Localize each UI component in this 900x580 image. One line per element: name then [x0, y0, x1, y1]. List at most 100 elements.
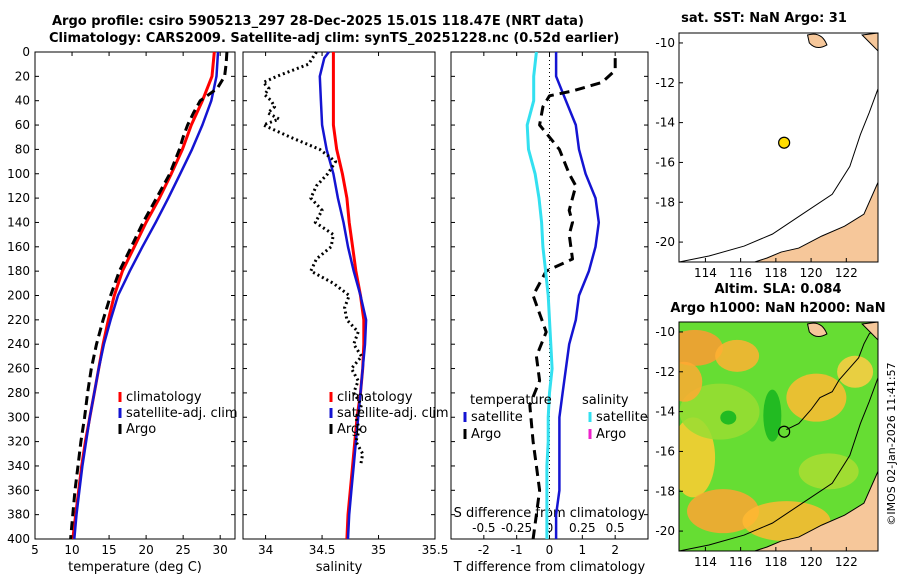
sst-map-x-tick-label: 122: [835, 266, 858, 280]
difference-x-tick-label: -2: [478, 543, 490, 557]
temperature-x-tick-label: 25: [176, 543, 191, 557]
sla-map-anomaly-patch: [786, 373, 847, 422]
sst-map-background: [679, 33, 878, 262]
imos-stamp: ©IMOS 02-Jan-2026 11:41:57: [885, 362, 898, 525]
y-tick-label: 360: [7, 483, 30, 497]
sla-map-island: [861, 322, 878, 341]
sla-map-title-2: Argo h1000: NaN h2000: NaN: [670, 301, 885, 316]
sst-map-content: [679, 33, 878, 262]
y-tick-label: 60: [15, 118, 30, 132]
difference-series-s-satellite: [525, 51, 554, 539]
y-tick-label: 80: [15, 142, 30, 156]
sla-map-anomaly-patch: [679, 329, 723, 366]
salinity-panel-frame: [242, 51, 436, 540]
figure-title-line2: Climatology: CARS2009. Satellite-adj cli…: [49, 31, 620, 46]
sst-map-x-tick-label: 120: [800, 266, 823, 280]
sla-map-island: [806, 322, 828, 337]
sst-map-title: sat. SST: NaN Argo: 31: [681, 11, 847, 26]
sla-map-land: [754, 471, 878, 551]
difference-legend-s-label: Argo: [596, 427, 626, 442]
y-tick-label: 180: [7, 264, 30, 278]
y-tick-label: 20: [15, 69, 30, 83]
difference-x2-tick-label: 0.5: [606, 521, 625, 535]
y-tick-label: 320: [7, 435, 30, 449]
salinity-series-argo: [261, 51, 365, 467]
temperature-legend-label: Argo: [126, 422, 156, 437]
sst-map-island: [861, 33, 878, 52]
sst-map-y-tick-label: -20: [655, 235, 675, 249]
sst-map-y-tick-label: -16: [655, 155, 675, 169]
sst-map-argo-marker: [778, 136, 791, 149]
difference-series-t-satellite: [554, 52, 601, 539]
sst-map-frame: [678, 32, 879, 263]
salinity-x-tick-label: 35.5: [422, 543, 449, 557]
difference-legend-s-label: satellite: [596, 410, 648, 425]
y-tick-label: 380: [7, 508, 30, 522]
difference-legend-t-label: satellite: [471, 410, 523, 425]
temperature-panel-frame: [34, 51, 236, 540]
sla-map-x-tick-label: 118: [764, 555, 787, 569]
y-tick-label: 40: [15, 94, 30, 108]
sla-map-y-tick-label: -20: [655, 524, 675, 538]
temperature-x-tick-label: 10: [64, 543, 79, 557]
sla-map-x-tick-label: 120: [800, 555, 823, 569]
salinity-x-label: salinity: [316, 560, 363, 575]
sst-map-x-tick-label: 118: [764, 266, 787, 280]
salinity-legend-label: climatology: [337, 390, 413, 405]
y-tick-label: 240: [7, 337, 30, 351]
sst-map-y-tick-label: -14: [655, 116, 675, 130]
sla-map-y-tick-label: -16: [655, 444, 675, 458]
figure-title-line1: Argo profile: csiro 5905213_297 28-Dec-2…: [52, 14, 584, 29]
sla-map-x-tick-label: 114: [694, 555, 717, 569]
sla-map-content: [679, 322, 878, 551]
sla-map-anomaly-patch: [687, 489, 760, 534]
salinity-legend-label: Argo: [337, 422, 367, 437]
sla-map-y-tick-label: -12: [655, 365, 675, 379]
sla-map-frame: [678, 321, 879, 552]
sst-map-y-tick-label: -12: [655, 76, 675, 90]
sla-map-anomaly-patch: [720, 410, 737, 425]
y-tick-label: 0: [22, 45, 30, 59]
sst-map-contour: [679, 88, 878, 262]
difference-x-tick-label: -1: [511, 543, 523, 557]
y-tick-label: 340: [7, 459, 30, 473]
sst-map-x-tick-label: 116: [729, 266, 752, 280]
temperature-legend-label: climatology: [126, 390, 202, 405]
y-tick-label: 260: [7, 362, 30, 376]
y-tick-label: 300: [7, 410, 30, 424]
temperature-legend-label: satellite-adj. clim: [126, 406, 238, 421]
salinity-x-tick-label: 35: [371, 543, 386, 557]
temperature-x-label: temperature (deg C): [68, 560, 202, 575]
temperature-x-tick-label: 30: [213, 543, 228, 557]
y-tick-label: 400: [7, 532, 30, 546]
sla-map-anomaly-patch: [715, 339, 760, 372]
salinity-x-tick-label: 34.5: [309, 543, 336, 557]
difference-x-label: T difference from climatology: [453, 560, 646, 575]
difference-legend-t-title: temperature: [470, 393, 552, 408]
salinity-legend-label: satellite-adj. clim: [337, 406, 449, 421]
sla-map-anomaly-patch: [763, 389, 782, 442]
sla-map-x-tick-label: 116: [729, 555, 752, 569]
sla-map-contour: [679, 377, 878, 551]
difference-x2-tick-label: -0.25: [501, 521, 532, 535]
difference-series-t-argo: [528, 58, 617, 540]
sla-map-anomaly-patch: [679, 361, 703, 402]
salinity-x-tick-label: 34: [258, 543, 273, 557]
temperature-series-satellite-adj-clim: [73, 51, 220, 540]
y-tick-label: 280: [7, 386, 30, 400]
sla-map-argo-marker: [778, 425, 791, 438]
sst-map-y-tick-label: -10: [655, 36, 675, 50]
sla-map-y-tick-label: -14: [655, 405, 675, 419]
difference-x2-tick-label: -0.5: [472, 521, 495, 535]
sla-map-anomaly-patch: [798, 453, 859, 490]
temperature-x-tick-label: 5: [31, 543, 39, 557]
sla-map-title-1: Altim. SLA: 0.084: [715, 282, 842, 297]
sla-map-contour: [786, 325, 878, 430]
difference-x2-label: S difference from climatology: [454, 506, 646, 521]
sst-map-land: [754, 182, 878, 262]
y-tick-label: 100: [7, 167, 30, 181]
difference-x-tick-label: 2: [611, 543, 619, 557]
temperature-x-tick-label: 20: [138, 543, 153, 557]
sla-map-anomaly-patch: [742, 501, 831, 542]
